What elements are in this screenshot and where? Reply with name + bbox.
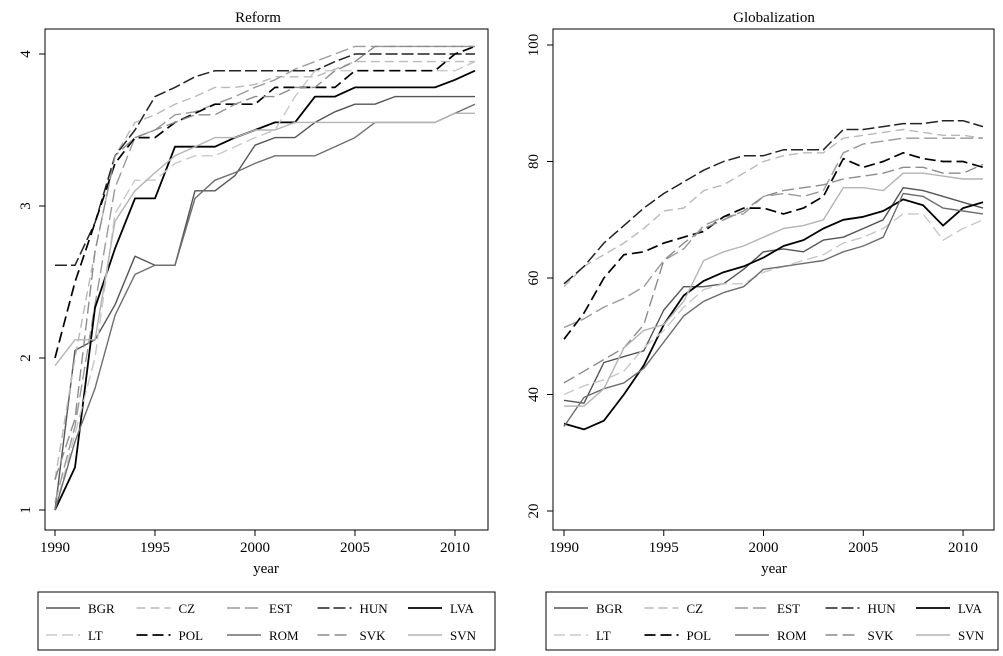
globalization-x-tick-label: 2010 <box>948 540 978 556</box>
globalization-axis-ticks: 1990 1995 2000 2005 2010 20 40 60 80 100 <box>526 34 978 556</box>
globalization-line-rom <box>563 192 984 427</box>
reform-legend-label-svk: SVK <box>360 628 387 643</box>
reform-legend <box>37 591 496 651</box>
globalization-series-lines <box>563 119 984 431</box>
globalization-legend-label-hun: HUN <box>868 601 897 616</box>
globalization-x-tick-label: 2000 <box>749 540 779 556</box>
reform-y-tick-label: 1 <box>18 506 34 514</box>
reform-y-tick-label: 4 <box>18 50 34 58</box>
globalization-x-axis-label: year <box>761 561 787 577</box>
reform-legend-items: BGR CZ EST HUN LVA LT POL ROM SVK SVN <box>46 601 477 643</box>
globalization-legend-label-svk: SVK <box>868 628 895 643</box>
reform-x-tick-label: 1995 <box>140 540 170 556</box>
globalization-line-pol <box>563 151 984 340</box>
reform-legend-label-pol: POL <box>179 628 204 643</box>
globalization-line-bgr <box>563 187 984 404</box>
reform-title: Reform <box>235 10 281 26</box>
globalization-line-cz <box>563 128 984 288</box>
reform-line-bgr <box>54 95 475 511</box>
globalization-y-tick-label: 100 <box>526 34 542 57</box>
reform-legend-label-lva: LVA <box>450 601 474 616</box>
globalization-legend <box>545 591 999 651</box>
reform-line-cz <box>54 60 475 480</box>
globalization-y-tick-label: 40 <box>526 387 542 402</box>
reform-legend-label-svn: SVN <box>450 628 477 643</box>
globalization-legend-label-pol: POL <box>687 628 712 643</box>
reform-x-tick-label: 2010 <box>440 540 470 556</box>
reform-legend-label-bgr: BGR <box>88 601 115 616</box>
reform-line-lt <box>54 60 476 511</box>
globalization-legend-label-bgr: BGR <box>596 601 623 616</box>
globalization-title: Globalization <box>733 10 815 26</box>
globalization-legend-label-lva: LVA <box>958 601 982 616</box>
reform-line-svn <box>54 112 475 367</box>
globalization-x-tick-label: 1995 <box>649 540 679 556</box>
globalization-x-tick-label: 1990 <box>549 540 579 556</box>
reform-line-pol <box>54 45 476 359</box>
globalization-legend-label-svn: SVN <box>958 628 985 643</box>
reform-line-hun <box>55 53 475 267</box>
globalization-legend-label-est: EST <box>777 601 800 616</box>
globalization-line-svn <box>564 172 983 407</box>
reform-legend-label-est: EST <box>269 601 292 616</box>
reform-x-axis-label: year <box>253 561 279 577</box>
globalization-y-tick-label: 60 <box>526 271 542 286</box>
reform-y-tick-label: 2 <box>18 354 34 362</box>
reform-line-lva <box>54 69 476 511</box>
reform-legend-label-rom: ROM <box>269 628 299 643</box>
panel-globalization: Globalization 1990 1995 2000 2005 2010 20 40 60… <box>526 10 999 651</box>
reform-axis-ticks: 1990 1995 2000 2005 2010 1 2 3 4 <box>18 50 470 556</box>
globalization-legend-label-lt: LT <box>596 628 611 643</box>
globalization-line-lt <box>563 213 984 396</box>
reform-legend-label-lt: LT <box>88 628 103 643</box>
globalization-y-tick-label: 20 <box>526 504 542 519</box>
globalization-x-tick-label: 2005 <box>848 540 878 556</box>
reform-x-tick-label: 1990 <box>40 540 70 556</box>
globalization-line-svk <box>563 163 984 384</box>
globalization-legend-label-rom: ROM <box>777 628 807 643</box>
reform-y-tick-label: 3 <box>18 202 34 210</box>
globalization-line-est <box>563 137 983 329</box>
globalization-line-hun <box>563 119 984 285</box>
globalization-line-lva <box>563 198 984 431</box>
reform-line-rom <box>54 103 476 511</box>
globalization-plot-frame <box>552 28 995 531</box>
globalization-y-tick-label: 80 <box>526 154 542 169</box>
reform-legend-label-cz: CZ <box>179 601 196 616</box>
reform-line-est <box>54 45 475 503</box>
globalization-legend-label-cz: CZ <box>687 601 704 616</box>
reform-x-tick-label: 2000 <box>240 540 270 556</box>
globalization-legend-items: BGR CZ EST HUN LVA LT POL ROM SVK SVN <box>554 601 985 643</box>
reform-series-lines <box>54 45 476 511</box>
reform-plot-frame <box>44 28 489 531</box>
reform-legend-label-hun: HUN <box>360 601 389 616</box>
panel-reform: Reform 1990 1995 2000 2005 2010 1 2 3 4 year BGR… <box>18 10 496 651</box>
reform-line-svk <box>54 45 475 480</box>
reform-x-tick-label: 2005 <box>340 540 370 556</box>
